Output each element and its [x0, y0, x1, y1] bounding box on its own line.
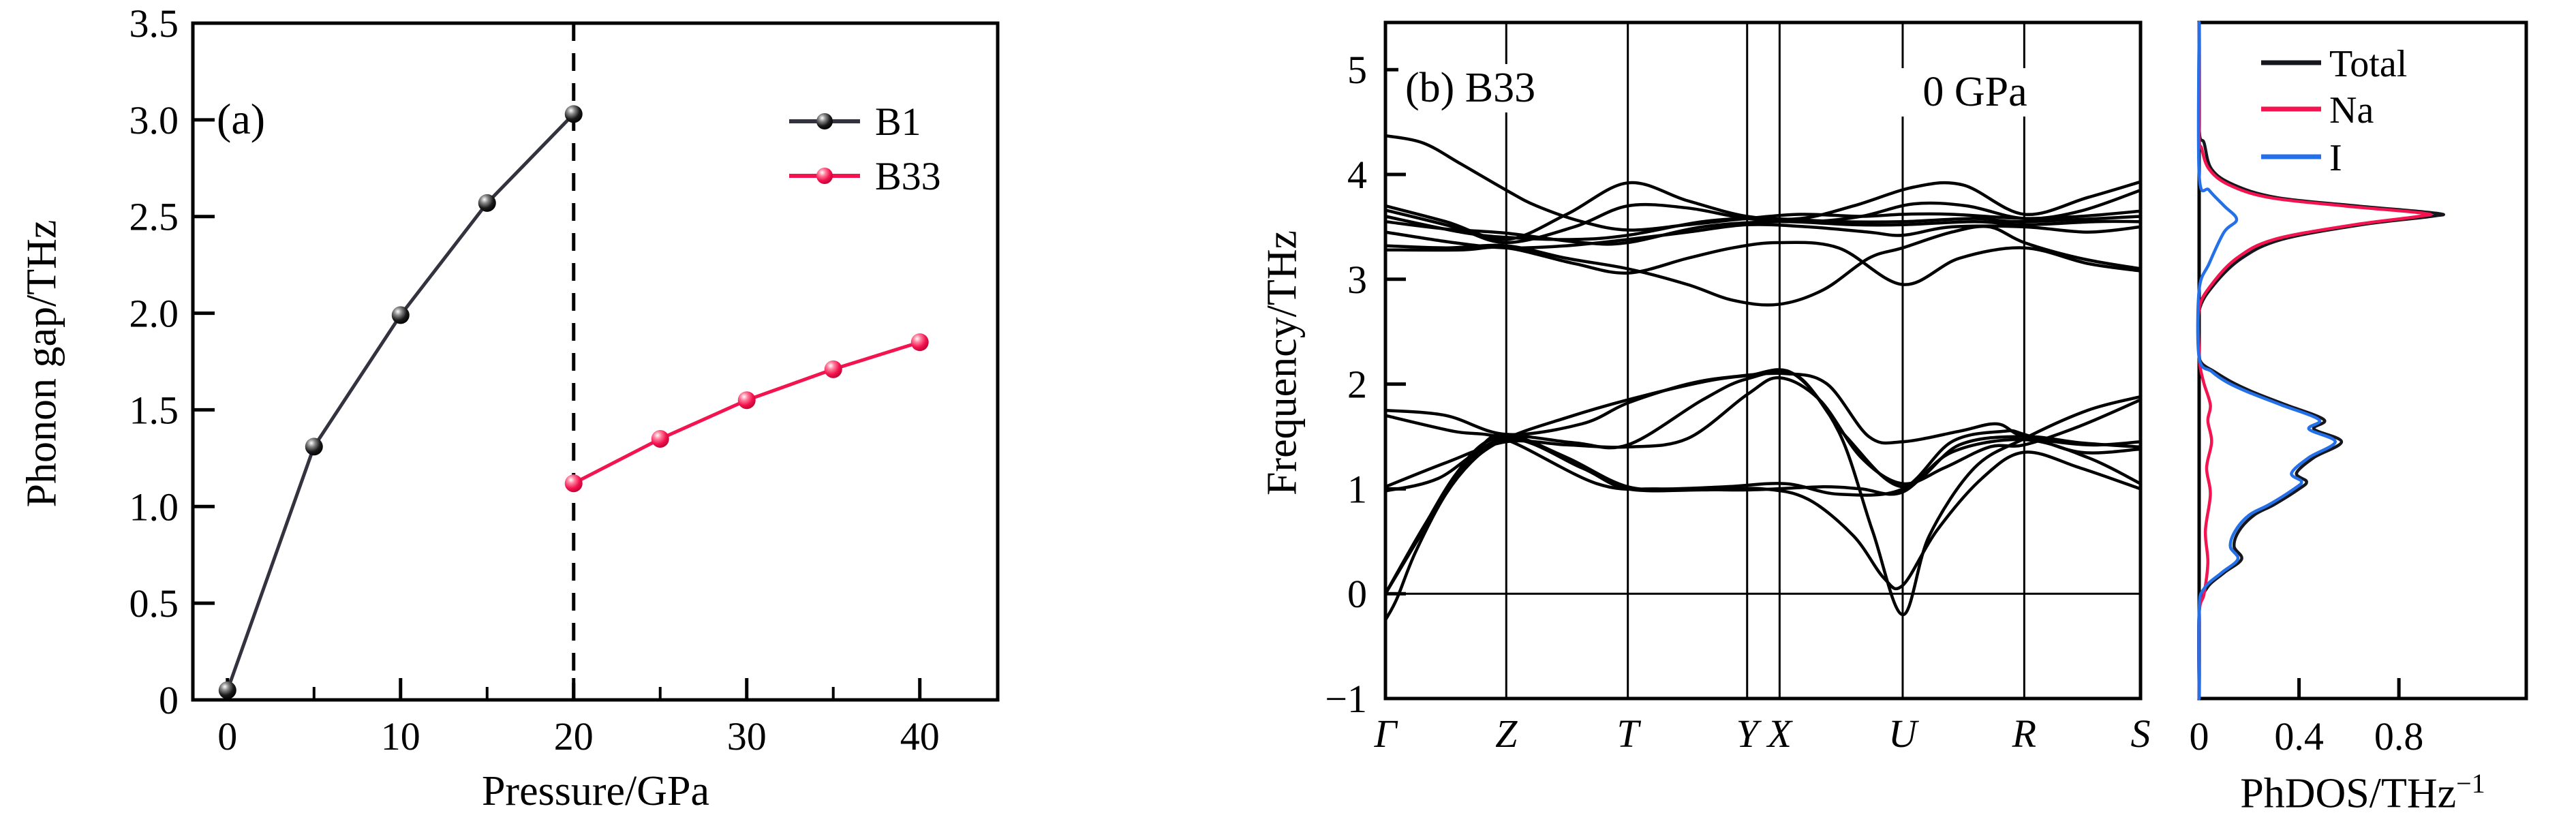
panel-a-x-tick-label: 0 — [217, 714, 237, 758]
kpoint-label-Z: Z — [1495, 711, 1518, 756]
legend-a-label-B33: B33 — [875, 154, 941, 198]
data-point-B33 — [737, 391, 756, 410]
kpoint-label-X: X — [1766, 711, 1794, 756]
panel-dos — [2196, 20, 2528, 701]
phonon-branch-12 — [1383, 219, 2143, 246]
kpoint-label-S: S — [2131, 711, 2151, 756]
phonon-branch-15 — [1383, 241, 2143, 286]
data-point-B1 — [218, 681, 236, 699]
dos-curve-Total — [2196, 20, 2445, 701]
panel-a-x-tick-label: 30 — [727, 714, 767, 758]
legend-dos-label-I: I — [2329, 137, 2342, 179]
panel-a-y-tick-label: 3.5 — [129, 1, 179, 46]
panel-a-x-axis-title: Pressure/GPa — [481, 768, 710, 814]
dos-x-axis-title-exponent: −1 — [2456, 768, 2485, 799]
dos-x-tick-label: 0.4 — [2274, 714, 2324, 758]
data-point-B33 — [564, 474, 583, 493]
phonon-branch-3 — [1383, 376, 2143, 489]
panel-b-y-tick-label: 5 — [1347, 48, 1367, 92]
panel-b-annotation: (b) B33 — [1398, 64, 1543, 112]
panel-b-y-tick-label: 2 — [1347, 363, 1367, 407]
phonon-branch-9 — [1383, 180, 2143, 241]
phonon-branch-4 — [1383, 437, 2143, 591]
data-point-B1 — [305, 438, 323, 456]
phonon-branch-6 — [1383, 414, 2143, 497]
panel-b-y-tick-label: −1 — [1325, 677, 1367, 721]
panel-a-y-tick-label: 0.5 — [129, 581, 179, 626]
data-point-B1 — [478, 194, 496, 212]
panel-a-border — [191, 21, 1000, 702]
legend-a-label-B1: B1 — [875, 99, 921, 144]
panel-b-y-tick-label: 4 — [1347, 153, 1367, 197]
panel-b — [1383, 20, 2143, 701]
kpoint-label-Y: Y — [1736, 711, 1762, 756]
dos-x-axis-title-base: PhDOS/THz — [2240, 770, 2457, 817]
panel-a-x-tick-label: 40 — [900, 714, 940, 758]
panel-b-pressure-note: 0 GPa — [1873, 68, 2077, 117]
legend-dos-label-Total: Total — [2329, 43, 2407, 85]
legend-a-key-marker-B1 — [816, 113, 833, 129]
phonon-branch-5 — [1383, 371, 2143, 447]
data-point-B1 — [564, 105, 583, 123]
kpoint-label-U: U — [1888, 711, 1920, 756]
dos-curve-I — [2196, 20, 2337, 701]
series-line-B1 — [226, 112, 575, 691]
kpoint-label-Γ: Γ — [1374, 711, 1398, 756]
series-line-B33 — [572, 340, 921, 485]
data-point-B33 — [910, 333, 929, 352]
panel-a-x-tick-label: 20 — [554, 714, 594, 758]
panel-a-y-tick-label: 0 — [159, 678, 179, 722]
panel-a-y-tick-label: 1.0 — [129, 485, 179, 529]
legend-dos-label-Na: Na — [2329, 89, 2374, 132]
kpoint-label-T: T — [1617, 711, 1642, 756]
dos-x-axis-title: PhDOS/THz−1 — [2192, 767, 2533, 818]
kpoint-label-R: R — [2012, 711, 2036, 756]
panel-a-y-tick-label: 2.0 — [129, 292, 179, 336]
panel-a — [191, 21, 1000, 702]
panel-a-y-tick-label: 1.5 — [129, 388, 179, 432]
data-point-B33 — [651, 429, 669, 448]
panel-a-y-axis-title: Phonon gap/THz — [18, 219, 65, 508]
panel-a-x-tick-label: 10 — [381, 714, 420, 758]
phonon-branch-0 — [1383, 368, 2143, 617]
panel-b-y-tick-label: 1 — [1347, 467, 1367, 511]
legend-a-key-marker-B33 — [816, 168, 833, 184]
panel-b-y-tick-label: 0 — [1347, 572, 1367, 616]
dos-x-tick-label: 0.8 — [2374, 714, 2424, 758]
panel-b-border — [1383, 20, 2143, 701]
dos-x-tick-label: 0 — [2190, 714, 2209, 758]
panel-a-annotation: (a) — [217, 95, 266, 143]
panel-b-y-tick-label: 3 — [1347, 258, 1367, 302]
phonon-branch-2 — [1383, 433, 2143, 596]
panel-a-y-tick-label: 2.5 — [129, 195, 179, 239]
panel-a-y-tick-label: 3.0 — [129, 98, 179, 142]
data-point-B1 — [391, 306, 410, 324]
dos-curve-Na — [2196, 20, 2433, 701]
phonon-branch-11 — [1383, 215, 2143, 241]
phonon-branch-7 — [1383, 435, 1508, 622]
panel-b-y-axis-title: Frequency/THz — [1259, 230, 1306, 496]
phonon-branch-14 — [1383, 225, 2143, 307]
data-point-B33 — [824, 360, 842, 378]
